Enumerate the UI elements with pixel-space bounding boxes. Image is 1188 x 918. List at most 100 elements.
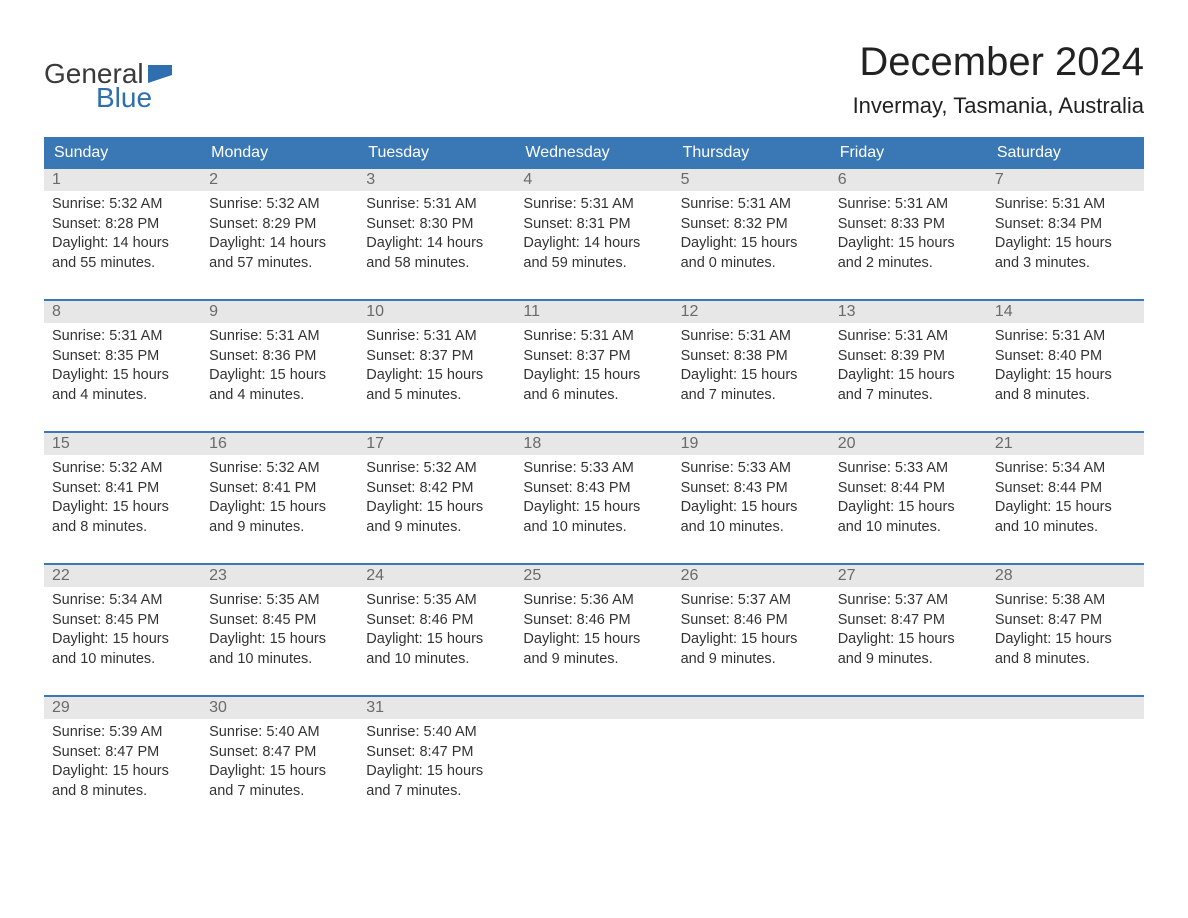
daylight-line: Daylight: 15 hours and 8 minutes. — [995, 630, 1136, 669]
sunset-line: Sunset: 8:47 PM — [995, 611, 1136, 631]
sunset-line: Sunset: 8:42 PM — [366, 479, 507, 499]
day-cell: 27Sunrise: 5:37 AMSunset: 8:47 PMDayligh… — [830, 565, 987, 677]
sunset-line: Sunset: 8:32 PM — [681, 215, 822, 235]
day-cell: 23Sunrise: 5:35 AMSunset: 8:45 PMDayligh… — [201, 565, 358, 677]
daylight-line: Daylight: 15 hours and 7 minutes. — [366, 762, 507, 801]
day-body: Sunrise: 5:34 AMSunset: 8:44 PMDaylight:… — [987, 455, 1144, 537]
daylight-line: Daylight: 15 hours and 7 minutes. — [838, 366, 979, 405]
daylight-line: Daylight: 15 hours and 10 minutes. — [52, 630, 193, 669]
day-cell: 28Sunrise: 5:38 AMSunset: 8:47 PMDayligh… — [987, 565, 1144, 677]
day-body: Sunrise: 5:32 AMSunset: 8:29 PMDaylight:… — [201, 191, 358, 273]
daylight-line: Daylight: 15 hours and 7 minutes. — [209, 762, 350, 801]
header: General Blue December 2024 Invermay, Tas… — [44, 40, 1144, 119]
day-cell: 31Sunrise: 5:40 AMSunset: 8:47 PMDayligh… — [358, 697, 515, 809]
sunrise-line: Sunrise: 5:40 AM — [209, 723, 350, 743]
day-body: Sunrise: 5:32 AMSunset: 8:41 PMDaylight:… — [201, 455, 358, 537]
sunrise-line: Sunrise: 5:31 AM — [838, 195, 979, 215]
logo-flag-icon — [148, 65, 172, 83]
sunset-line: Sunset: 8:45 PM — [209, 611, 350, 631]
day-body: Sunrise: 5:31 AMSunset: 8:33 PMDaylight:… — [830, 191, 987, 273]
day-cell: 24Sunrise: 5:35 AMSunset: 8:46 PMDayligh… — [358, 565, 515, 677]
daylight-line: Daylight: 15 hours and 9 minutes. — [209, 498, 350, 537]
daylight-line: Daylight: 14 hours and 58 minutes. — [366, 234, 507, 273]
day-body: Sunrise: 5:40 AMSunset: 8:47 PMDaylight:… — [201, 719, 358, 801]
day-number: 5 — [673, 169, 830, 191]
day-cell: 6Sunrise: 5:31 AMSunset: 8:33 PMDaylight… — [830, 169, 987, 281]
sunrise-line: Sunrise: 5:37 AM — [681, 591, 822, 611]
sunset-line: Sunset: 8:47 PM — [838, 611, 979, 631]
sunset-line: Sunset: 8:43 PM — [523, 479, 664, 499]
weekday-wednesday: Wednesday — [515, 137, 672, 169]
day-number: 1 — [44, 169, 201, 191]
day-body: Sunrise: 5:35 AMSunset: 8:46 PMDaylight:… — [358, 587, 515, 669]
day-number: 26 — [673, 565, 830, 587]
sunrise-line: Sunrise: 5:33 AM — [681, 459, 822, 479]
day-cell — [673, 697, 830, 809]
sunrise-line: Sunrise: 5:32 AM — [366, 459, 507, 479]
sunrise-line: Sunrise: 5:32 AM — [209, 459, 350, 479]
sunrise-line: Sunrise: 5:32 AM — [209, 195, 350, 215]
sunset-line: Sunset: 8:40 PM — [995, 347, 1136, 367]
day-cell: 8Sunrise: 5:31 AMSunset: 8:35 PMDaylight… — [44, 301, 201, 413]
day-number: 8 — [44, 301, 201, 323]
daylight-line: Daylight: 14 hours and 57 minutes. — [209, 234, 350, 273]
day-number: 18 — [515, 433, 672, 455]
daylight-line: Daylight: 14 hours and 55 minutes. — [52, 234, 193, 273]
daylight-line: Daylight: 15 hours and 3 minutes. — [995, 234, 1136, 273]
sunrise-line: Sunrise: 5:39 AM — [52, 723, 193, 743]
daylight-line: Daylight: 15 hours and 4 minutes. — [52, 366, 193, 405]
weekday-monday: Monday — [201, 137, 358, 169]
daylight-line: Daylight: 15 hours and 0 minutes. — [681, 234, 822, 273]
day-body: Sunrise: 5:38 AMSunset: 8:47 PMDaylight:… — [987, 587, 1144, 669]
daylight-line: Daylight: 15 hours and 7 minutes. — [681, 366, 822, 405]
day-cell: 26Sunrise: 5:37 AMSunset: 8:46 PMDayligh… — [673, 565, 830, 677]
sunrise-line: Sunrise: 5:33 AM — [523, 459, 664, 479]
day-number: 15 — [44, 433, 201, 455]
day-cell: 30Sunrise: 5:40 AMSunset: 8:47 PMDayligh… — [201, 697, 358, 809]
day-cell: 15Sunrise: 5:32 AMSunset: 8:41 PMDayligh… — [44, 433, 201, 545]
day-cell: 9Sunrise: 5:31 AMSunset: 8:36 PMDaylight… — [201, 301, 358, 413]
day-number: 7 — [987, 169, 1144, 191]
sunset-line: Sunset: 8:44 PM — [995, 479, 1136, 499]
day-body: Sunrise: 5:33 AMSunset: 8:43 PMDaylight:… — [673, 455, 830, 537]
day-number: 2 — [201, 169, 358, 191]
day-number: 24 — [358, 565, 515, 587]
sunrise-line: Sunrise: 5:31 AM — [523, 327, 664, 347]
day-cell — [830, 697, 987, 809]
day-number: 25 — [515, 565, 672, 587]
sunset-line: Sunset: 8:46 PM — [523, 611, 664, 631]
weekday-saturday: Saturday — [987, 137, 1144, 169]
day-body: Sunrise: 5:31 AMSunset: 8:39 PMDaylight:… — [830, 323, 987, 405]
weekday-friday: Friday — [830, 137, 987, 169]
weekday-sunday: Sunday — [44, 137, 201, 169]
day-cell: 2Sunrise: 5:32 AMSunset: 8:29 PMDaylight… — [201, 169, 358, 281]
sunset-line: Sunset: 8:35 PM — [52, 347, 193, 367]
day-body: Sunrise: 5:32 AMSunset: 8:28 PMDaylight:… — [44, 191, 201, 273]
day-number: 6 — [830, 169, 987, 191]
day-cell: 7Sunrise: 5:31 AMSunset: 8:34 PMDaylight… — [987, 169, 1144, 281]
sunset-line: Sunset: 8:29 PM — [209, 215, 350, 235]
daylight-line: Daylight: 15 hours and 8 minutes. — [52, 498, 193, 537]
day-cell: 11Sunrise: 5:31 AMSunset: 8:37 PMDayligh… — [515, 301, 672, 413]
day-number: 10 — [358, 301, 515, 323]
day-cell: 1Sunrise: 5:32 AMSunset: 8:28 PMDaylight… — [44, 169, 201, 281]
day-body: Sunrise: 5:37 AMSunset: 8:47 PMDaylight:… — [830, 587, 987, 669]
day-number: 16 — [201, 433, 358, 455]
day-cell: 19Sunrise: 5:33 AMSunset: 8:43 PMDayligh… — [673, 433, 830, 545]
day-number: 4 — [515, 169, 672, 191]
day-number-empty — [515, 697, 672, 719]
day-cell: 20Sunrise: 5:33 AMSunset: 8:44 PMDayligh… — [830, 433, 987, 545]
daylight-line: Daylight: 15 hours and 9 minutes. — [681, 630, 822, 669]
day-cell: 5Sunrise: 5:31 AMSunset: 8:32 PMDaylight… — [673, 169, 830, 281]
day-number: 12 — [673, 301, 830, 323]
day-number: 13 — [830, 301, 987, 323]
sunset-line: Sunset: 8:47 PM — [366, 743, 507, 763]
day-body: Sunrise: 5:31 AMSunset: 8:31 PMDaylight:… — [515, 191, 672, 273]
day-body: Sunrise: 5:31 AMSunset: 8:40 PMDaylight:… — [987, 323, 1144, 405]
day-body: Sunrise: 5:33 AMSunset: 8:44 PMDaylight:… — [830, 455, 987, 537]
sunset-line: Sunset: 8:39 PM — [838, 347, 979, 367]
sunset-line: Sunset: 8:37 PM — [366, 347, 507, 367]
month-title: December 2024 — [853, 40, 1144, 85]
sunrise-line: Sunrise: 5:32 AM — [52, 195, 193, 215]
sunrise-line: Sunrise: 5:32 AM — [52, 459, 193, 479]
